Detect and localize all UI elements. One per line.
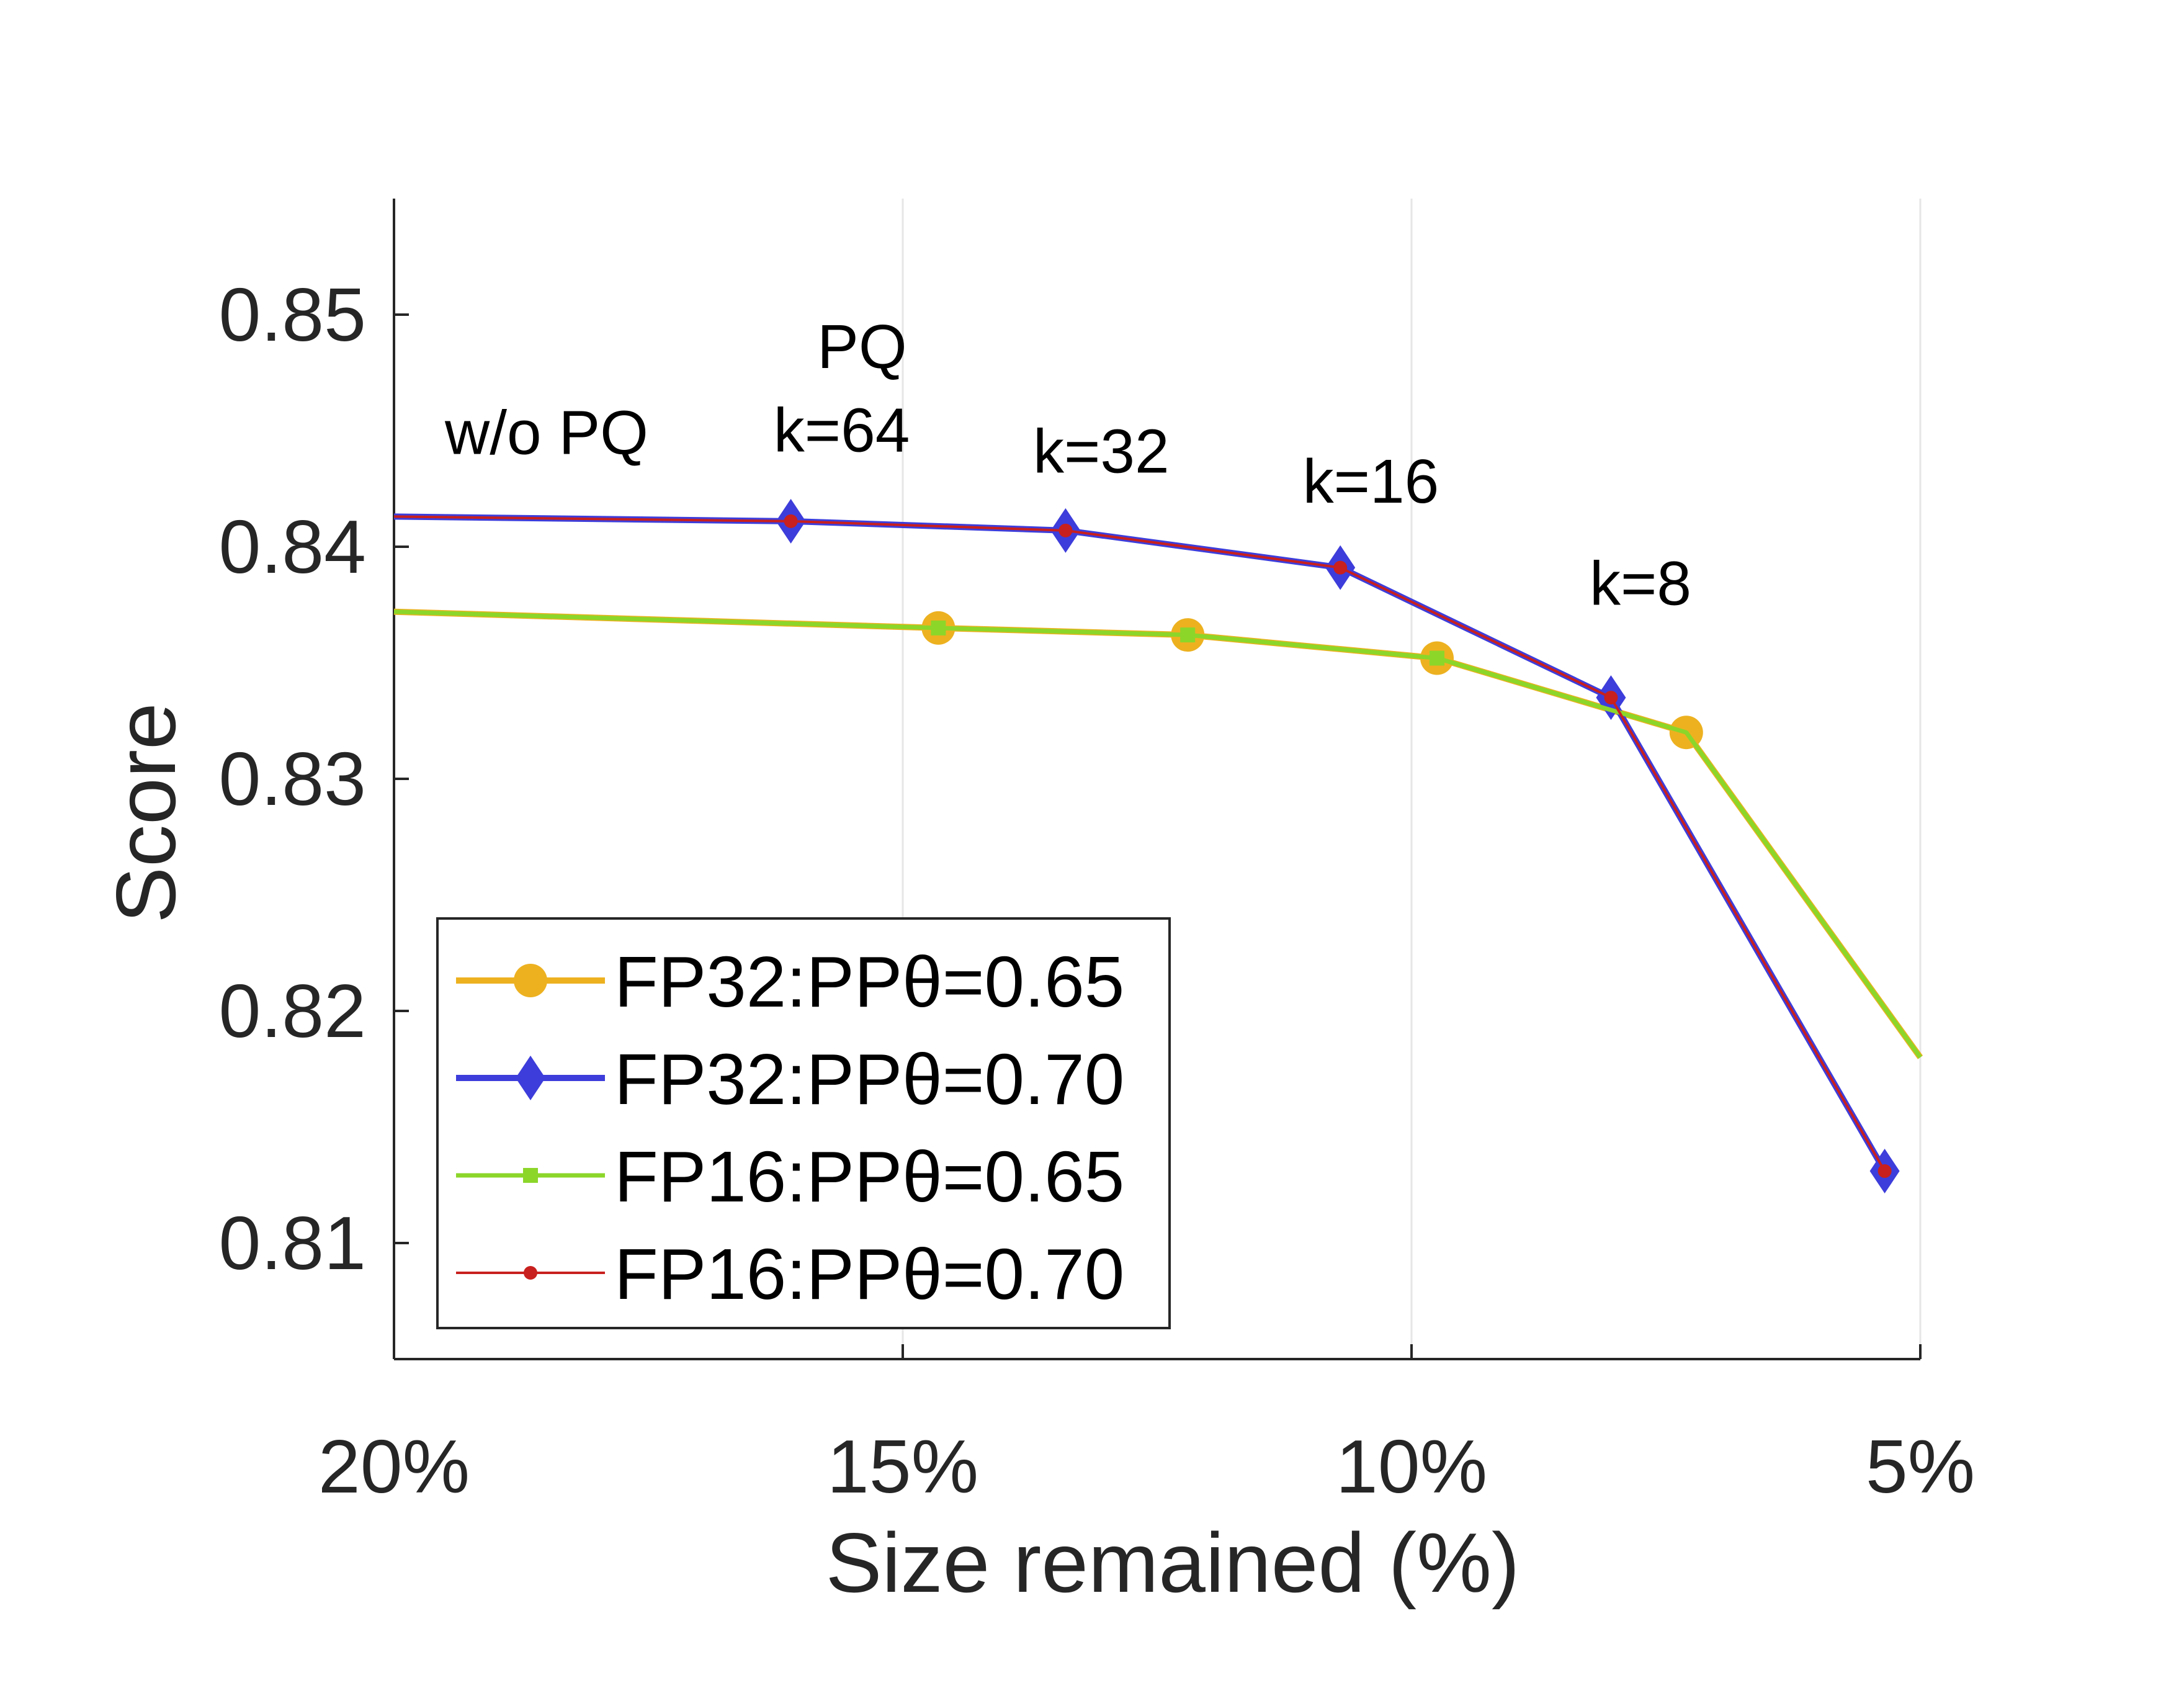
series-2 (393, 609, 1922, 1059)
annotation-label: k=64 (774, 396, 910, 465)
legend-label: FP32:PPθ=0.70 (614, 1039, 1124, 1120)
data-point (1058, 523, 1073, 537)
legend-box (436, 917, 1171, 1329)
axes-layer: 20% 15% 10% 5% 0.81 0.82 0.83 0.84 0.85 Size rema… (99, 199, 1975, 1610)
data-point (1604, 691, 1618, 705)
x-axis-title: Size remained (%) (826, 1515, 1520, 1610)
legend-marker (523, 1168, 538, 1183)
y-tick-label: 0.81 (219, 1201, 366, 1285)
x-tick-label: 10% (1336, 1424, 1487, 1509)
x-tick-label: 15% (827, 1424, 978, 1509)
data-point (1333, 560, 1348, 575)
annotation-label: w/o PQ (444, 398, 648, 467)
data-point (784, 514, 798, 528)
legend: FP32:PPθ=0.65 FP32:PPθ=0.70 FP16:PPθ=0.65 F… (436, 917, 1171, 1329)
legend-label: FP32:PPθ=0.65 (614, 941, 1124, 1022)
y-axis-title: Score (99, 703, 193, 923)
data-point (1430, 650, 1444, 666)
annotation-label: k=8 (1590, 549, 1691, 619)
legend-marker (514, 964, 547, 997)
series-line (393, 609, 1922, 1059)
legend-marker (516, 1056, 545, 1100)
annotation-layer: w/o PQ PQ k=64 k=32 k=16 k=8 (444, 312, 1691, 618)
annotation-label: k=16 (1303, 447, 1439, 516)
data-point (931, 620, 946, 635)
y-tick-label: 0.85 (219, 272, 366, 357)
x-tick-label: 5% (1866, 1424, 1975, 1509)
legend-label: FP16:PPθ=0.70 (614, 1234, 1124, 1314)
y-tick-label: 0.84 (219, 505, 366, 589)
legend-label: FP16:PPθ=0.65 (614, 1136, 1124, 1217)
y-tick-label: 0.82 (219, 969, 366, 1053)
y-tick-label: 0.83 (219, 737, 366, 821)
legend-marker (524, 1266, 537, 1280)
series-3 (393, 514, 1892, 1178)
data-point (1180, 627, 1196, 643)
data-point (1877, 1164, 1892, 1178)
x-tick-label: 20% (318, 1424, 470, 1509)
series-line (393, 515, 1886, 1172)
annotation-label: k=32 (1033, 416, 1170, 486)
series-layer (393, 498, 1923, 1194)
annotation-label: PQ (817, 312, 906, 382)
